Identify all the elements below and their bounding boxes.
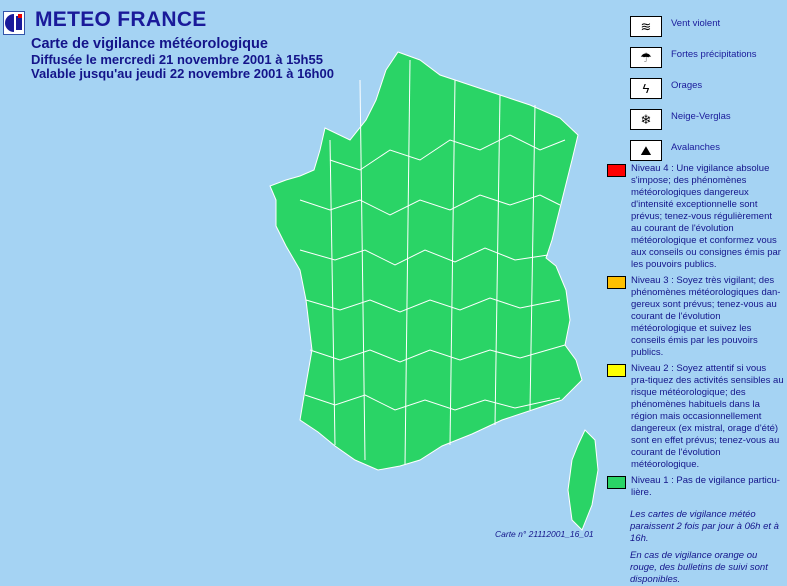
level-1-row: Niveau 1 : Pas de vigilance particu-lièr… xyxy=(607,475,785,499)
hazard-label-avalanche: Avalanches xyxy=(671,142,720,153)
level-4-row: Niveau 4 : Une vigilance absolue s'impos… xyxy=(607,163,785,271)
hazard-label-snow: Neige-Verglas xyxy=(671,111,731,122)
brand-title: METEO FRANCE xyxy=(35,8,207,31)
valid-until: Valable jusqu'au jeudi 22 novembre 2001 … xyxy=(31,66,334,81)
hazard-label-wind: Vent violent xyxy=(671,18,721,29)
vigilance-legend: Niveau 4 : Une vigilance absolue s'impos… xyxy=(607,163,785,586)
snow-ice-icon: ❄ xyxy=(630,109,662,130)
issued-date: Diffusée le mercredi 21 novembre 2001 à … xyxy=(31,52,323,67)
meteo-france-logo xyxy=(3,11,25,35)
map-id: Carte n° 21112001_16_01 xyxy=(495,529,594,539)
thunderstorm-icon: ϟ xyxy=(630,78,662,99)
page-title: Carte de vigilance météorologique xyxy=(31,36,268,52)
hazard-label-rain: Fortes précipitations xyxy=(671,49,757,60)
wind-icon: ≋ xyxy=(630,16,662,37)
notes: Les cartes de vigilance météo paraissent… xyxy=(607,509,785,586)
avalanche-icon: ⛰ xyxy=(630,140,662,161)
level-2-swatch xyxy=(607,364,626,377)
level-4-text: Niveau 4 : Une vigilance absolue s'impos… xyxy=(631,163,781,270)
department-borders xyxy=(299,59,566,466)
level-3-text: Niveau 3 : Soyez très vigilant; des phén… xyxy=(631,275,781,358)
note-publication: Les cartes de vigilance météo paraissent… xyxy=(630,509,779,544)
level-1-swatch xyxy=(607,476,626,489)
header-block: Carte de vigilance météorologique Diffus… xyxy=(31,36,334,81)
hazard-label-storm: Orages xyxy=(671,80,703,91)
level-4-swatch xyxy=(607,164,626,177)
rain-icon: ☂ xyxy=(630,47,662,68)
level-3-row: Niveau 3 : Soyez très vigilant; des phén… xyxy=(607,275,785,359)
note-bulletins: En cas de vigilance orange ou rouge, des… xyxy=(630,550,768,585)
corsica[interactable] xyxy=(567,429,599,531)
level-2-row: Niveau 2 : Soyez attentif si vous pra-ti… xyxy=(607,363,785,471)
level-2-text: Niveau 2 : Soyez attentif si vous pra-ti… xyxy=(631,363,784,470)
france-map xyxy=(269,51,599,531)
level-1-text: Niveau 1 : Pas de vigilance particu-lièr… xyxy=(631,475,780,498)
level-3-swatch xyxy=(607,276,626,289)
mainland-france[interactable] xyxy=(269,51,583,471)
